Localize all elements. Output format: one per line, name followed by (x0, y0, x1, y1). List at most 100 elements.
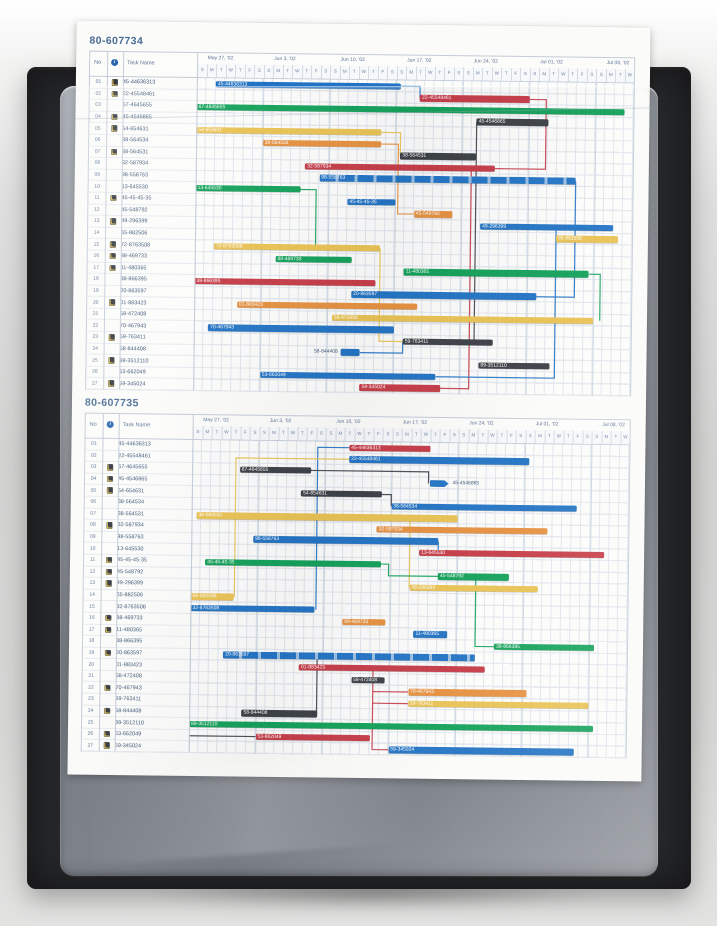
task-number: 11 (94, 194, 100, 202)
bar-label: 01-883423 (238, 301, 263, 308)
day-letter-cell: W (420, 428, 431, 442)
day-letter-cell: S (396, 66, 407, 80)
task-name: 20-863597 (115, 650, 143, 657)
task-name: 72-8763508 (120, 241, 151, 249)
day-letter-cell: M (468, 429, 478, 443)
gantt-bar: 11-480365 (413, 630, 447, 638)
day-letter-cell: M (339, 65, 350, 79)
gantt-bar: 58-844408 (241, 709, 318, 718)
task-number: 23 (88, 696, 94, 703)
task-number: 23 (92, 334, 99, 341)
task-number: 14 (89, 591, 95, 598)
task-name: 45-4546865 (122, 114, 152, 121)
bar-label: 49-296399 (482, 223, 507, 230)
day-letter-cell: W (354, 427, 364, 442)
bar-label: 54-654631 (198, 126, 223, 134)
gantt-bar: 45-44636313 (349, 444, 431, 452)
note-icon (104, 626, 112, 634)
bar-label: 11-480365 (415, 630, 440, 638)
gantt-table: No i Task Name May 27, '02 Jun 3, '02 Jun 10,… (85, 50, 636, 397)
gantt-chart-2: 80-607735 No i Task Name May 27, '02 Jun 3, '… (80, 397, 631, 759)
task-number: 12 (89, 568, 96, 575)
day-letter-cell: S (515, 429, 526, 444)
task-name: 65-882506 (120, 230, 148, 237)
week-label: Jun 24, '02 (473, 58, 499, 65)
task-number: 07 (90, 510, 96, 517)
day-letter-cell: F (244, 64, 255, 78)
bar-label: 38-866395 (196, 277, 221, 284)
gantt-bar: 67-4645655 (239, 466, 311, 474)
day-letter-cell: M (202, 426, 212, 440)
week-label: Jul 01, '02 (540, 59, 563, 66)
task-name: 58-844408 (115, 707, 142, 715)
task-icon-cell (105, 194, 121, 202)
day-letter-cell: T (610, 431, 621, 445)
day-letter-cell: T (543, 430, 554, 444)
bar-label: 32-8763508 (192, 604, 220, 612)
day-letter-cell: S (259, 426, 269, 440)
task-number: 16 (93, 252, 100, 260)
task-name: 59-345024 (119, 380, 146, 388)
task-name: 58-844408 (119, 346, 146, 353)
task-number: 17 (93, 264, 99, 271)
task-number: 14 (93, 229, 100, 236)
task-icon-cell (99, 730, 115, 738)
task-number: 03 (90, 464, 97, 471)
task-icon-cell (105, 252, 121, 260)
day-letter-cell: M (401, 428, 412, 442)
day-letter-cell: M (405, 66, 416, 80)
task-name: 58-472408 (115, 673, 142, 680)
gantt-bar: 13-645530 (195, 184, 301, 193)
day-letter-cell: S (591, 430, 602, 444)
note-icon (109, 218, 117, 225)
day-letter-cell: W (225, 64, 236, 78)
note-icon (108, 357, 115, 364)
day-letter-cell: S (581, 430, 592, 444)
info-icon: i (106, 420, 114, 429)
task-number: 04 (95, 113, 101, 120)
gantt-bar: 88-469733 (342, 618, 386, 626)
day-letter-cell: T (548, 68, 559, 82)
day-letter-cell: S (382, 428, 393, 442)
task-number: 24 (87, 707, 94, 714)
task-number: 13 (93, 218, 100, 225)
week-label: May 27, '02 (203, 417, 229, 424)
bar-label: 89-3512110 (191, 720, 218, 728)
task-name: 54-654631 (122, 125, 149, 133)
task-name: 38-564531 (121, 148, 149, 156)
task-name: 38-564534 (117, 499, 145, 506)
task-name: 22-45548461 (122, 90, 156, 98)
week-label: Jun 17, '02 (402, 419, 428, 426)
bar-label: 59-345024 (390, 746, 415, 753)
gantt-bar: 89-3512110 (478, 362, 550, 370)
bar-label: 70-467943 (210, 324, 235, 331)
day-letter-cell: T (278, 427, 288, 441)
gantt-bar: 58-472408 (351, 676, 385, 684)
day-letter-cell: S (253, 64, 264, 78)
task-number: 25 (92, 357, 98, 364)
task-name: 88-469733 (116, 615, 143, 622)
note-icon (109, 241, 117, 248)
gantt-bar: 88-469733 (275, 255, 352, 263)
task-number: 12 (94, 206, 100, 213)
task-name: 38-564534 (122, 137, 149, 144)
note-icon (111, 79, 119, 86)
column-header-task-name: Task Name (122, 422, 151, 429)
note-icon (110, 148, 118, 156)
bar-label: 38-866395 (495, 643, 520, 650)
task-icon-cell (105, 264, 121, 272)
bar-label: 58-844408 (243, 709, 268, 717)
gantt-table: No i Task Name May 27, '02 Jun 3, '02 Jun 10,… (80, 412, 631, 759)
bar-label: 88-469733 (277, 255, 302, 262)
task-name: 38-564531 (117, 510, 144, 518)
task-name: 67-4645655 (122, 102, 153, 109)
day-letter-cell: M (206, 64, 217, 78)
note-icon (108, 334, 116, 341)
bar-label: 98-558763 (321, 174, 346, 182)
task-number: 06 (90, 498, 97, 506)
day-letter-cell: S (263, 64, 274, 78)
task-number: 19 (88, 649, 95, 656)
task-icon-cell (101, 522, 117, 529)
gantt-bar: 65-882506 (555, 235, 618, 244)
task-name: 11-480365 (120, 264, 147, 272)
